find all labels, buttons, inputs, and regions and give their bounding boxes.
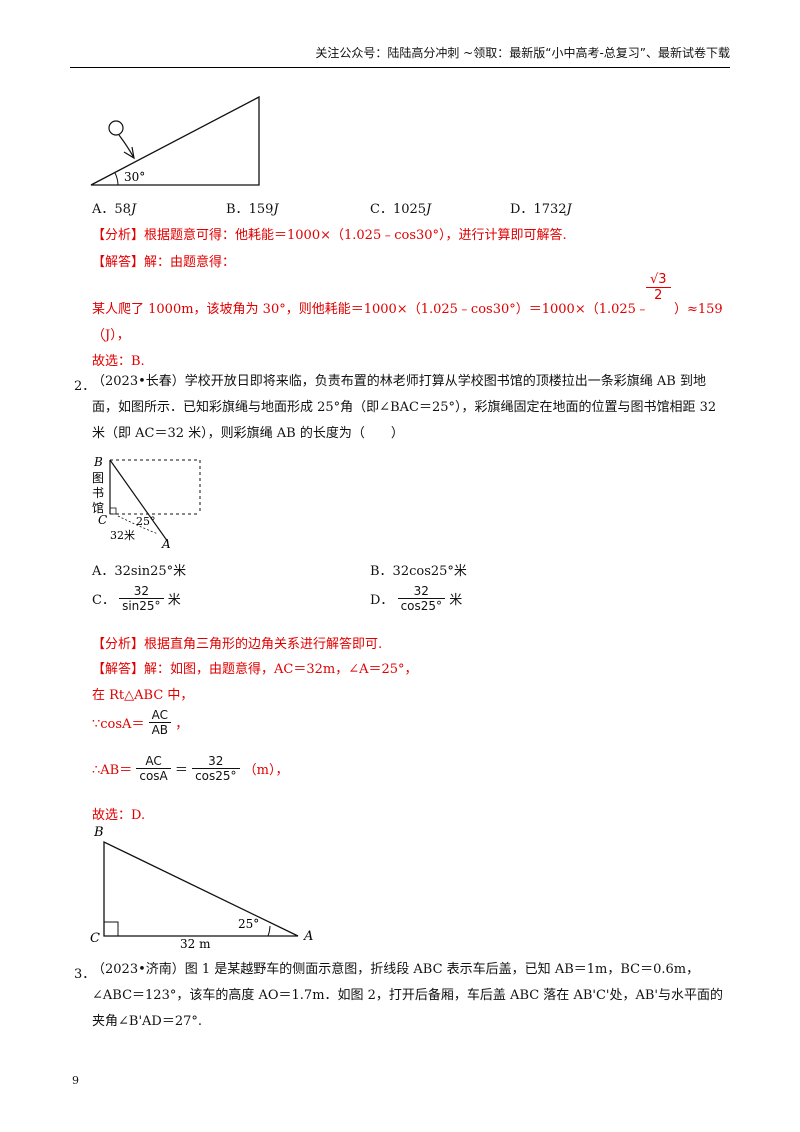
svg-text:A: A [303,929,313,944]
q2-text: （2023•长春）学校开放日即将来临，负责布置的林老师打算从学校图书馆的顶楼拉出… [92,374,717,441]
library-figure: B 图 书 馆 C 25° 32米 A [92,455,201,550]
svg-text:25°: 25° [238,917,259,931]
q2-number: 2． [74,379,96,394]
q1-answer-line1-end: ）≈159 [674,302,723,317]
q2-cos-line: ∵cosA＝ AC AB ， [92,708,189,737]
svg-text:B: B [93,825,104,840]
option-a: A．58J [92,202,137,217]
q2-analysis: 【分析】根据直角三角形的边角关系进行解答即可. [92,637,383,652]
q1-answer: 【解答】解：由题意得： [92,255,236,270]
slope-triangle [90,95,260,186]
q2-option-c: C． 32 sin25° 米 [92,584,181,613]
q2-option-a: A．32sin25°米 [92,564,187,579]
svg-text:图: 图 [92,471,104,485]
label-c: C [98,513,107,527]
q2-option-b: B．32cos25°米 [370,564,467,579]
label-b: B [93,455,103,469]
q3-text: （2023•济南）图 1 是某越野车的侧面示意图，折线段 ABC 表示车后盖，已… [92,962,723,1029]
person-body [118,134,135,159]
q1-answer-line2: （J）， [92,328,130,343]
q2-choice: 故选：D. [92,808,146,823]
label-a: A [161,537,171,550]
page-number: 9 [72,1074,79,1087]
q2-answer: 【解答】解：如图，由题意得，AC＝32m，∠A＝25°， [92,662,418,677]
q2-rt-line: 在 Rt△ABC 中， [92,688,194,703]
q2-option-d: D． 32 cos25° 米 [370,584,463,613]
slope-figure: 30° [90,95,260,186]
q1-choice: 故选：B. [92,354,145,369]
q3-number: 3． [74,967,96,982]
page-header: 关注公众号：陆陆高分冲刺 ~领取：最新版“小中高考-总复习”、最新试卷下载 [70,44,730,68]
person-arrow [123,146,135,160]
angle-label: 30° [124,170,145,184]
q1-answer-line1: 某人爬了 1000m，该坡角为 30°，则他耗能＝1000×（1.025﹣cos… [92,302,649,317]
option-d: D．1732J [510,202,572,217]
triangle-figure: B C A 25° 32 m [90,825,313,951]
q1-analysis: 【分析】根据题意可得：他耗能＝1000×（1.025﹣cos30°），进行计算即… [92,228,567,243]
q2-ab-line: ∴AB＝ AC cosA ＝ 32 cos25° （m）， [92,754,289,783]
person-head [108,120,124,136]
svg-text:书: 书 [92,486,104,500]
svg-text:C: C [90,931,100,946]
sqrt-fraction: √3 2 [646,272,671,303]
svg-text:32 m: 32 m [180,937,211,951]
svg-text:馆: 馆 [92,500,104,515]
angle-25: 25° [136,515,156,528]
option-b: B．159J [226,202,279,217]
dist-32: 32米 [110,529,135,542]
option-c: C．1025J [370,202,432,217]
